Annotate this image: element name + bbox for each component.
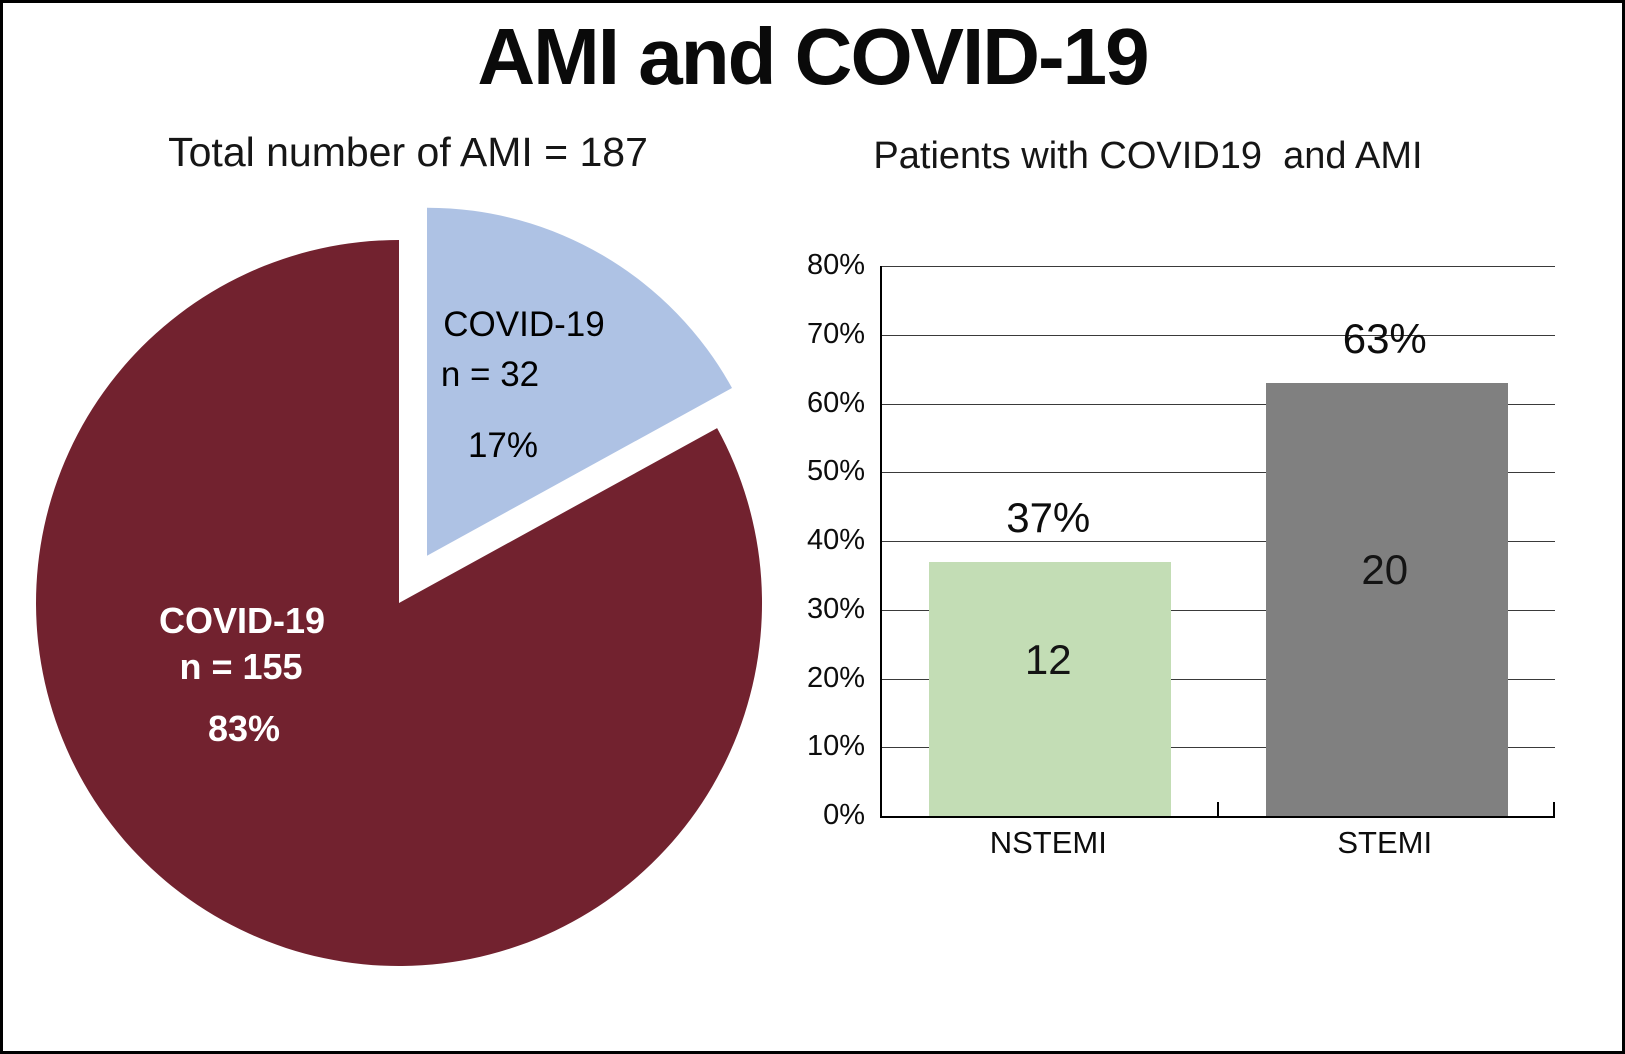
figure-title: AMI and COVID-19 (477, 12, 1149, 101)
y-axis-label-10-percent: 10% (806, 730, 865, 763)
bar-nstemi (929, 561, 1172, 816)
y-axis-label-30-percent: 30% (806, 592, 865, 625)
bar-chart-plot-area (880, 266, 1555, 818)
y-axis-label-80-percent: 80% (806, 249, 865, 281)
pie-slice-17-percent (427, 207, 732, 556)
gridline-60-percent (882, 403, 1555, 405)
pie-large-slice-label: COVID-19 (158, 600, 326, 641)
y-axis-label-70-percent: 70% (806, 317, 865, 350)
gridline-40-percent (882, 541, 1555, 542)
bar-percent-label-nstemi: 37% (1006, 493, 1091, 541)
gridline-50-percent (882, 472, 1555, 474)
pie-slice-83-percent (36, 240, 763, 967)
pie-large-slice-count: n = 155 (179, 646, 303, 687)
pie-small-slice-percent: 17% (467, 426, 539, 465)
pie-small-slice-label: COVID-19 (443, 305, 605, 344)
y-axis-label-0-percent: 0% (823, 799, 865, 831)
bar-stemi (1265, 382, 1508, 816)
x-axis-label-stemi: STEMI (1337, 825, 1433, 860)
gridline-10-percent (882, 747, 1555, 749)
x-axis-label-nstemi: NSTEMI (989, 825, 1107, 860)
y-axis-label-60-percent: 60% (806, 386, 865, 419)
category-axis-tick (1553, 802, 1555, 816)
gridline-20-percent (882, 678, 1555, 680)
pie-large-slice-percent: 83% (207, 708, 281, 749)
y-axis-label-40-percent: 40% (806, 524, 865, 556)
category-axis-tick (1216, 802, 1219, 816)
pie-chart (36, 207, 763, 967)
pie-subtitle: Total number of AMI = 187 (168, 129, 648, 175)
y-axis-label-50-percent: 50% (806, 455, 865, 488)
gridline-30-percent (882, 609, 1555, 611)
pie-small-slice-count: n = 32 (440, 355, 540, 394)
gridline-70-percent (882, 334, 1555, 336)
gridline-80-percent (882, 266, 1555, 267)
bar-count-label-stemi: 20 (1361, 546, 1409, 594)
bar-subtitle: Patients with COVID19 and AMI (873, 135, 1423, 177)
bar-count-label-nstemi: 12 (1024, 635, 1072, 683)
y-axis-label-20-percent: 20% (806, 661, 865, 694)
bar-percent-label-stemi: 63% (1342, 314, 1427, 362)
